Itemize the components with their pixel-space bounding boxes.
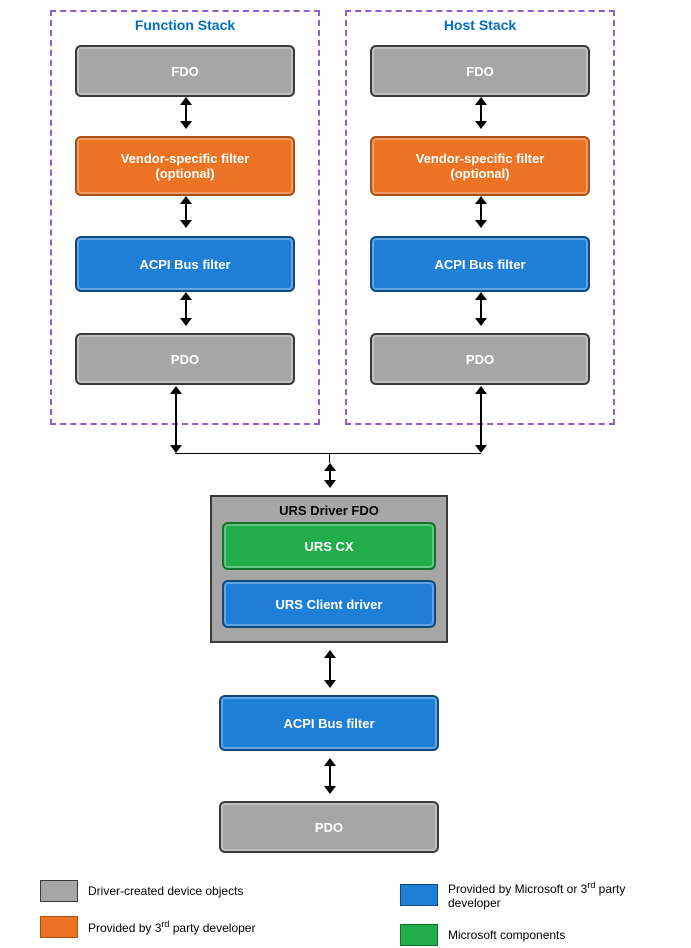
abf3-node: ACPI Bus filter bbox=[219, 695, 439, 751]
connector-arrow bbox=[329, 470, 331, 481]
legend-label: Driver-created device objects bbox=[88, 884, 243, 898]
abf2-node: ACPI Bus filter bbox=[370, 236, 590, 292]
fdo2-node: FDO bbox=[370, 45, 590, 97]
h-connector bbox=[175, 453, 481, 454]
legend-right: Provided by Microsoft or 3rd party devel… bbox=[400, 880, 681, 946]
urs-title: URS Driver FDO bbox=[218, 503, 440, 518]
stack-title: Function Stack bbox=[57, 17, 313, 33]
legend-item: Microsoft components bbox=[400, 924, 681, 946]
legend-swatch bbox=[40, 880, 78, 902]
connector-arrow bbox=[480, 203, 482, 221]
legend-item: Driver-created device objects bbox=[40, 880, 255, 902]
legend-item: Provided by Microsoft or 3rd party devel… bbox=[400, 880, 681, 910]
abf1-node: ACPI Bus filter bbox=[75, 236, 295, 292]
connector-arrow bbox=[480, 393, 482, 446]
vsf1-node: Vendor-specific filter(optional) bbox=[75, 136, 295, 196]
legend-swatch bbox=[400, 924, 438, 946]
urscx-node: URS CX bbox=[222, 522, 436, 570]
connector-arrow bbox=[185, 203, 187, 221]
pdo3-node: PDO bbox=[219, 801, 439, 853]
connector-arrow bbox=[480, 299, 482, 319]
connector-arrow bbox=[185, 299, 187, 319]
urscd-node: URS Client driver bbox=[222, 580, 436, 628]
legend-item: Provided by 3rd party developer bbox=[40, 916, 255, 938]
pdo2-node: PDO bbox=[370, 333, 590, 385]
connector-arrow bbox=[329, 657, 331, 681]
connector-arrow bbox=[185, 104, 187, 122]
vsf2-node: Vendor-specific filter(optional) bbox=[370, 136, 590, 196]
v-connector bbox=[329, 453, 330, 463]
connector-arrow bbox=[175, 393, 177, 446]
legend-swatch bbox=[400, 884, 438, 906]
stack-title: Host Stack bbox=[352, 17, 608, 33]
legend-label: Microsoft components bbox=[448, 928, 565, 942]
fdo1-node: FDO bbox=[75, 45, 295, 97]
legend-left: Driver-created device objects Provided by… bbox=[40, 880, 255, 938]
connector-arrow bbox=[480, 104, 482, 122]
legend-label: Provided by Microsoft or 3rd party devel… bbox=[448, 880, 681, 910]
legend-label: Provided by 3rd party developer bbox=[88, 919, 255, 935]
pdo1-node: PDO bbox=[75, 333, 295, 385]
legend-swatch bbox=[40, 916, 78, 938]
connector-arrow bbox=[329, 765, 331, 787]
